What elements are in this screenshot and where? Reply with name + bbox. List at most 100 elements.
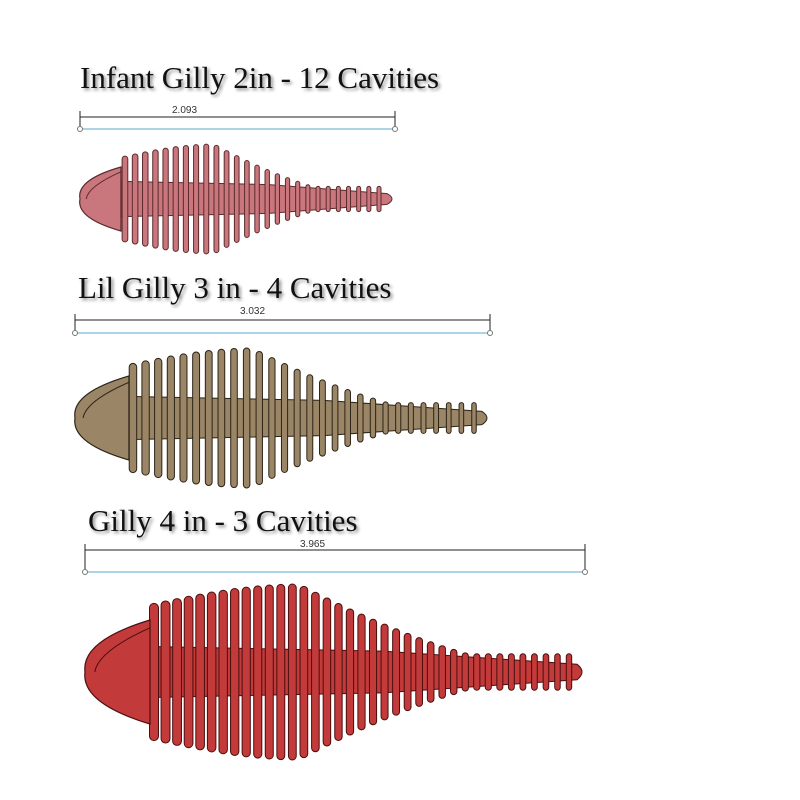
lure-rib <box>172 598 182 746</box>
lure-rib <box>305 184 311 214</box>
lure-rib <box>311 591 320 753</box>
lure-rib <box>392 628 401 716</box>
lure-rib <box>276 583 286 761</box>
lure-rib <box>141 360 150 476</box>
lure-rib <box>438 645 446 699</box>
lure-rib <box>233 155 240 243</box>
lure-rib <box>450 648 458 696</box>
dimension-label-gilly: 3.965 <box>300 539 326 550</box>
lure-rib <box>473 653 481 691</box>
lure-rib <box>154 357 163 479</box>
lure-rib <box>519 653 527 691</box>
lure-rib <box>195 593 205 751</box>
lure-rib <box>204 349 213 487</box>
reference-point <box>82 569 88 575</box>
lure-rib <box>193 144 200 254</box>
lure-rib <box>344 389 351 447</box>
lure-rib <box>166 355 175 481</box>
lure-rib <box>433 402 440 434</box>
lure-rib <box>254 164 260 234</box>
lure-rib <box>149 602 159 742</box>
lure-rib <box>415 637 423 707</box>
lure-rib <box>334 603 343 741</box>
reference-point <box>487 330 493 336</box>
lure-head <box>79 166 122 232</box>
reference-point <box>392 126 398 132</box>
dimension-label-infant-gilly: 2.093 <box>172 105 198 116</box>
lure-title-gilly: Gilly 4 in - 3 Cavities <box>88 503 358 538</box>
lure-rib <box>179 353 188 483</box>
reference-point <box>77 126 83 132</box>
lure-rib <box>182 144 189 254</box>
lure-rib <box>160 600 171 744</box>
lure-head-edge <box>82 381 130 419</box>
lure-rib <box>244 160 250 238</box>
lure-rib <box>369 397 377 439</box>
lure-rib <box>380 623 389 721</box>
lure-rib <box>382 401 389 435</box>
lure-head-edge <box>94 627 151 673</box>
lure-rib <box>356 185 362 213</box>
lure-rib <box>335 185 341 213</box>
lure-rib <box>319 379 326 457</box>
lure-rib <box>461 652 469 692</box>
lure-rib <box>264 584 274 760</box>
lure-rib <box>420 402 427 434</box>
lure-rib <box>293 368 301 468</box>
lure-rib <box>242 347 251 489</box>
lure-title-infant-gilly: Infant Gilly 2in - 12 Cavities <box>80 60 440 95</box>
lure-rib <box>274 173 281 225</box>
lure-rib <box>315 185 321 213</box>
lure-rib <box>484 653 492 691</box>
lure-rib <box>542 653 550 691</box>
lure-rib <box>241 586 251 758</box>
lure-rib <box>223 150 230 248</box>
lure-rib <box>368 618 378 726</box>
lure-rib <box>554 653 561 691</box>
lure-rib <box>203 143 210 255</box>
lure-rib <box>322 597 332 747</box>
lure-rib <box>183 595 194 749</box>
lure-rib <box>131 153 139 245</box>
lure-head-edge <box>85 171 122 200</box>
lure-rib <box>376 185 382 213</box>
lure-rib <box>445 402 452 434</box>
lure-rib <box>268 357 276 479</box>
lure-rib <box>325 185 331 213</box>
lure-title-lil-gilly: Lil Gilly 3 in - 4 Cavities <box>78 270 392 305</box>
lure-rib <box>253 585 263 759</box>
lure-rib <box>357 613 366 731</box>
lure-rib <box>217 348 226 488</box>
lure-rib <box>345 608 355 736</box>
lure-rib <box>496 653 504 691</box>
lure-rib <box>426 641 435 703</box>
lure-1 <box>72 314 493 489</box>
reference-point <box>72 330 78 336</box>
lure-rib <box>264 169 270 229</box>
lure-rib <box>230 588 240 756</box>
lure-rib <box>507 653 515 691</box>
lure-2 <box>82 544 588 761</box>
lure-rib <box>255 350 263 486</box>
lure-head <box>84 619 151 725</box>
lure-rib <box>346 185 352 213</box>
lure-rib <box>366 185 372 213</box>
lure-rib <box>172 146 179 252</box>
lure-rib <box>403 632 412 712</box>
lure-rib <box>192 351 201 485</box>
lure-rib <box>458 402 465 434</box>
lure-rib <box>152 149 159 249</box>
lure-rib <box>121 155 129 243</box>
lure-rib <box>213 144 220 254</box>
lure-rib <box>284 177 291 221</box>
lure-rib <box>471 402 477 434</box>
lure-rib <box>230 347 238 489</box>
lure-rib <box>299 585 309 759</box>
lure-rib <box>206 591 217 753</box>
lure-rib <box>218 589 228 755</box>
lure-rib <box>295 180 301 218</box>
reference-point <box>582 569 588 575</box>
lure-rib <box>280 363 289 473</box>
lure-rib <box>142 151 149 247</box>
